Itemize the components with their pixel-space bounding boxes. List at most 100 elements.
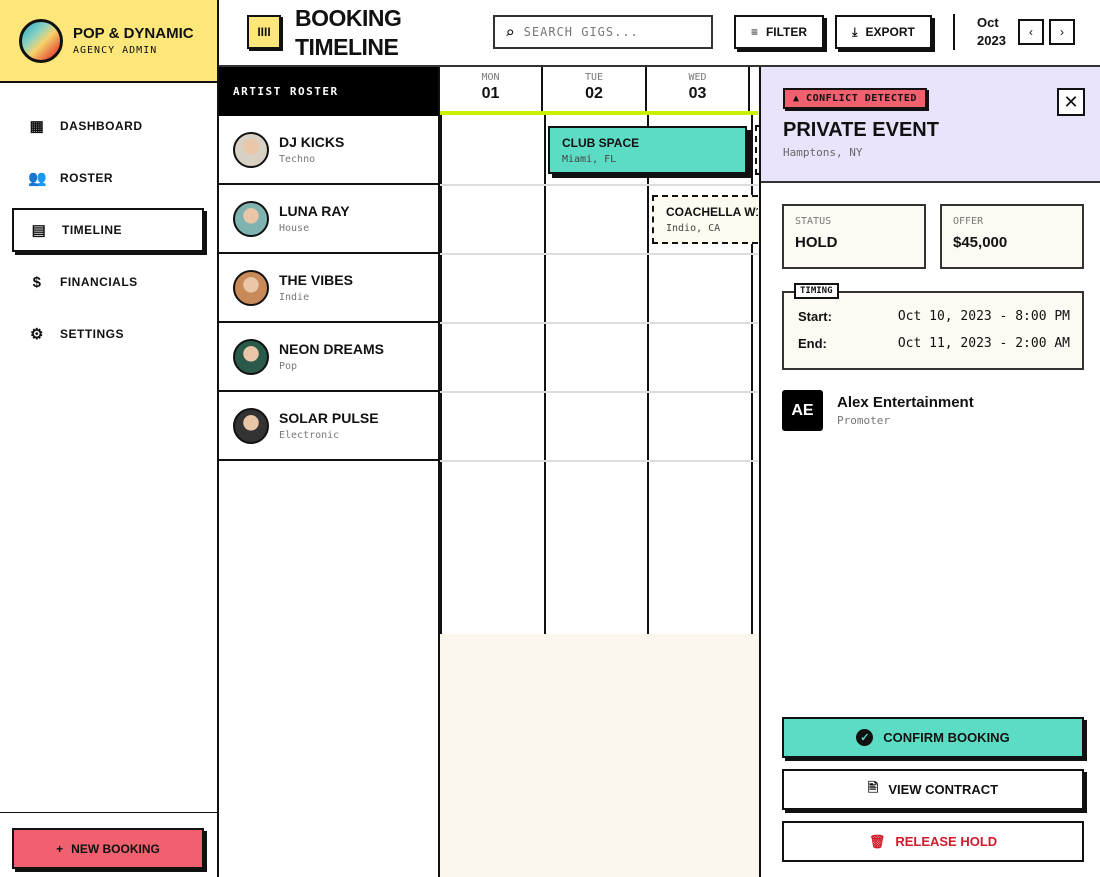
release-label: RELEASE HOLD <box>895 834 998 849</box>
search-placeholder: SEARCH GIGS... <box>523 25 639 39</box>
timeline: MON 01 TUE 02 WED 03 CLUB SPACE Miami, FL COACHE… <box>440 67 759 877</box>
artist-genre: Techno <box>279 154 316 165</box>
day-header: MON 01 <box>440 67 543 113</box>
filter-label: FILTER <box>765 25 808 39</box>
people-icon: 👥 <box>28 170 48 187</box>
event-location: Indio, CA <box>666 223 721 234</box>
next-month-button[interactable]: › <box>1049 19 1075 45</box>
row-divider <box>440 184 758 186</box>
artist-row[interactable]: NEON DREAMS Pop <box>219 323 438 392</box>
event-private-edge[interactable] <box>755 125 759 175</box>
new-booking-button[interactable]: + NEW BOOKING <box>12 828 204 869</box>
search-icon: ⌕ <box>505 22 516 42</box>
day-header: WED 03 <box>647 67 750 113</box>
row-divider <box>440 460 758 462</box>
dashboard-icon: ▦ <box>29 118 45 135</box>
promoter-name: Alex Entertainment <box>837 394 974 411</box>
logo <box>19 18 63 63</box>
timing-box: TIMING Start: Oct 10, 2023 - 8:00 PM End:… <box>782 283 1084 370</box>
new-booking-label: NEW BOOKING <box>71 841 160 856</box>
nav-label: ROSTER <box>60 171 114 185</box>
filter-icon: ≡ <box>750 25 758 39</box>
day-divider <box>440 115 442 634</box>
title-line: TIMELINE <box>295 34 399 60</box>
nav-label: TIMELINE <box>62 223 122 237</box>
status-card: STATUS HOLD <box>782 204 926 269</box>
row-divider <box>440 391 758 393</box>
export-label: EXPORT <box>865 25 915 39</box>
artist-name: NEON DREAMS <box>279 341 385 357</box>
day-of-week: TUE <box>584 72 604 83</box>
artist-roster: ARTIST ROSTER DJ KICKS Techno LUNA RAY Hous… <box>219 67 440 877</box>
header: IIII BOOKING TIMELINE ⌕ SEARCH GIGS... ≡ FI… <box>219 0 1100 67</box>
brand: POP & DYNAMIC AGENCY ADMIN <box>0 0 217 83</box>
timeline-grid: MON 01 TUE 02 WED 03 CLUB SPACE Miami, FL COACHE… <box>440 67 759 634</box>
calendar-icon: ▤ <box>31 222 47 239</box>
gear-icon: ⚙ <box>30 326 44 343</box>
nav-dashboard[interactable]: ▦ DASHBOARD <box>12 104 204 148</box>
status-label: STATUS <box>795 216 832 227</box>
brand-subtitle: AGENCY ADMIN <box>73 45 158 56</box>
artist-row[interactable]: DJ KICKS Techno <box>219 116 438 185</box>
artist-genre: Pop <box>279 361 298 372</box>
artist-name: DJ KICKS <box>279 134 345 150</box>
booking-detail-panel: ▲ CONFLICT DETECTED ✕ PRIVATE EVENT Hamp… <box>759 67 1100 877</box>
divider <box>0 812 219 813</box>
close-button[interactable]: ✕ <box>1057 88 1085 116</box>
nav-settings[interactable]: ⚙ SETTINGS <box>12 312 204 356</box>
day-number: 03 <box>688 85 707 102</box>
filter-button[interactable]: ≡ FILTER <box>734 15 824 49</box>
artist-genre: Indie <box>279 292 310 303</box>
panel-header: ▲ CONFLICT DETECTED ✕ PRIVATE EVENT Hamp… <box>761 67 1100 183</box>
artist-name: THE VIBES <box>279 272 353 288</box>
plus-icon: + <box>56 841 64 856</box>
artist-row[interactable]: THE VIBES Indie <box>219 254 438 323</box>
end-label: End: <box>798 336 827 351</box>
day-divider <box>751 115 753 634</box>
day-of-week: WED <box>688 72 707 83</box>
month-display: Oct 2023 <box>953 14 1006 50</box>
month: Oct <box>977 15 999 30</box>
conflict-badge: ▲ CONFLICT DETECTED <box>783 88 927 109</box>
artist-row[interactable]: SOLAR PULSE Electronic <box>219 392 438 461</box>
search-input[interactable]: ⌕ SEARCH GIGS... <box>493 15 713 49</box>
day-number: 01 <box>481 85 500 102</box>
artist-genre: Electronic <box>279 430 340 441</box>
promoter-role: Promoter <box>837 414 890 427</box>
year: 2023 <box>977 33 1006 48</box>
event-location: Miami, FL <box>562 154 617 165</box>
status-value: HOLD <box>795 234 838 251</box>
nav-label: FINANCIALS <box>60 275 138 289</box>
dollar-icon: $ <box>32 273 42 291</box>
title-line: BOOKING <box>295 5 402 31</box>
end-value: Oct 11, 2023 - 2:00 AM <box>897 336 1070 351</box>
release-hold-button[interactable]: 🗑 RELEASE HOLD <box>782 821 1084 862</box>
today-indicator <box>440 111 758 115</box>
artist-avatar <box>233 200 269 237</box>
event-title: COACHELLA W1 <box>666 205 758 219</box>
nav-label: DASHBOARD <box>60 119 143 133</box>
day-divider <box>544 115 546 634</box>
artist-row[interactable]: LUNA RAY House <box>219 185 438 254</box>
nav-financials[interactable]: $ FINANCIALS <box>12 260 204 304</box>
promoter-avatar: AE <box>782 390 823 431</box>
barcode-icon: IIII <box>247 15 281 49</box>
row-divider <box>440 253 758 255</box>
view-contract-button[interactable]: 🖹 VIEW CONTRACT <box>782 769 1084 810</box>
event-club-space[interactable]: CLUB SPACE Miami, FL <box>548 126 747 174</box>
confirm-label: CONFIRM BOOKING <box>883 730 1010 745</box>
brand-name: POP & DYNAMIC <box>73 25 194 42</box>
day-header: TUE 02 <box>544 67 647 113</box>
prev-month-button[interactable]: ‹ <box>1018 19 1044 45</box>
nav-timeline[interactable]: ▤ TIMELINE <box>12 208 204 252</box>
event-title: CLUB SPACE <box>562 136 640 150</box>
nav-roster[interactable]: 👥 ROSTER <box>12 156 204 200</box>
export-button[interactable]: ⤓ EXPORT <box>835 15 932 49</box>
offer-label: OFFER <box>953 216 984 227</box>
offer-card: OFFER $45,000 <box>940 204 1084 269</box>
confirm-booking-button[interactable]: ✓ CONFIRM BOOKING <box>782 717 1084 758</box>
roster-title: ARTIST ROSTER <box>219 67 438 116</box>
day-divider <box>647 115 649 634</box>
event-coachella[interactable]: COACHELLA W1 Indio, CA <box>652 195 758 244</box>
event-location: Hamptons, NY <box>783 146 863 159</box>
